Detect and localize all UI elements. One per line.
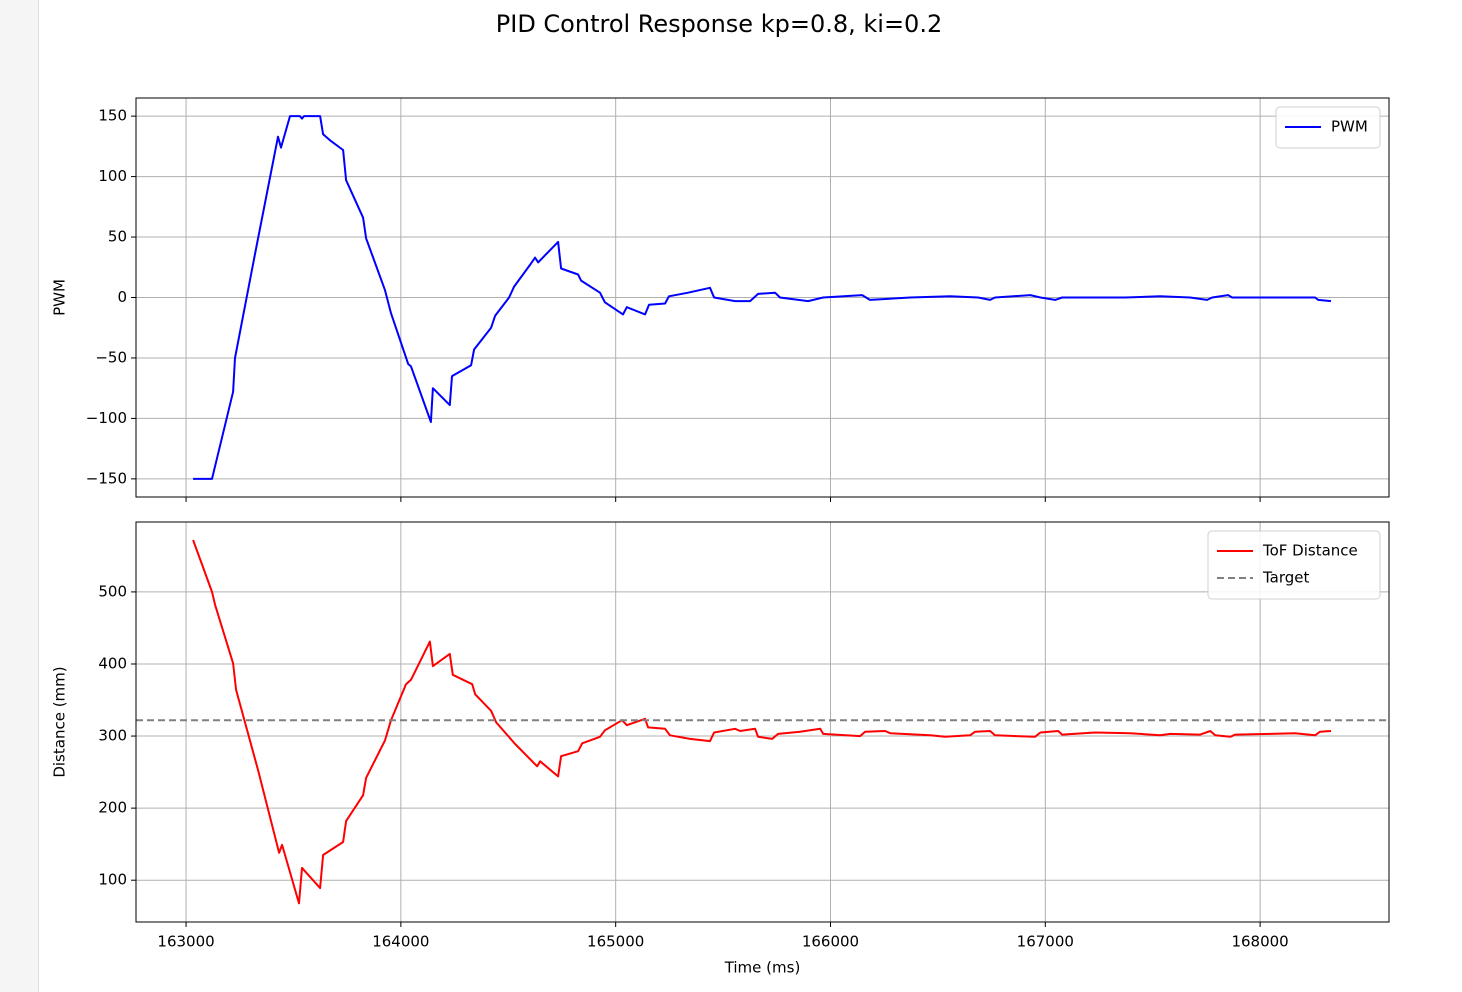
y-tick-label: 500 (98, 582, 127, 600)
y-tick-label: 150 (98, 107, 127, 125)
axes-frame (135, 97, 1390, 498)
y-tick-label: 0 (117, 288, 127, 306)
y-tick-label: 50 (108, 228, 127, 246)
y-tick-label: −150 (86, 469, 127, 487)
x-tick-label: 168000 (1231, 933, 1288, 951)
x-axis-label: Time (ms) (724, 959, 801, 977)
legend-box (1207, 530, 1381, 600)
y-tick-label: 300 (98, 727, 127, 745)
series-line (192, 539, 1332, 905)
y-tick-label: 400 (98, 654, 127, 672)
chart-title: PID Control Response kp=0.8, ki=0.2 (496, 10, 942, 38)
y-tick-label: 100 (98, 167, 127, 185)
legend-label: PWM (1331, 118, 1368, 136)
x-tick-label: 165000 (587, 933, 644, 951)
legend-label: Target (1262, 569, 1310, 587)
legend-box (1275, 106, 1381, 149)
y-tick-label: −100 (86, 409, 127, 427)
y-axis-label: PWM (51, 279, 69, 316)
legend-label: ToF Distance (1262, 542, 1358, 560)
x-tick-label: 164000 (372, 933, 429, 951)
y-tick-label: 100 (98, 871, 127, 889)
x-tick-label: 163000 (157, 933, 214, 951)
y-axis-label: Distance (mm) (51, 666, 69, 777)
x-tick-label: 167000 (1017, 933, 1074, 951)
axes-frame (135, 521, 1390, 923)
side-gutter (0, 0, 38, 992)
x-tick-label: 166000 (802, 933, 859, 951)
y-tick-label: 200 (98, 799, 127, 817)
y-tick-label: −50 (95, 348, 127, 366)
series-line (193, 115, 1332, 480)
